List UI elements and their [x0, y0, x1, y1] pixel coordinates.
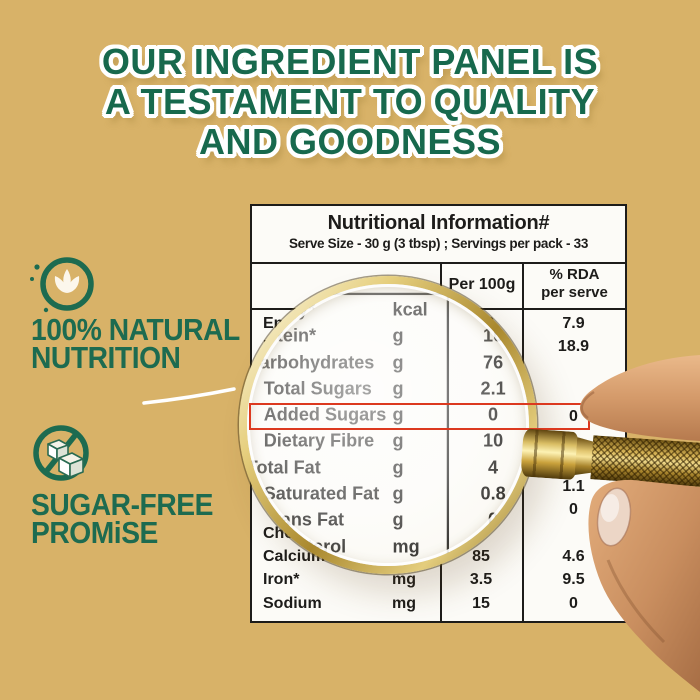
table-row: Energy* kcal 380 7.9: [247, 297, 529, 323]
table-row: Cholesterol mg 0: [247, 534, 529, 560]
natural-claim-line-1: 100% NATURAL: [31, 312, 240, 347]
nutrient-name: Dietary Fibre: [263, 432, 375, 452]
label-title: Nutritional Information#: [327, 212, 550, 234]
nutrient-unit: g: [392, 511, 404, 531]
per-100g-value: 3.5: [469, 571, 493, 589]
nutrient-unit: g: [392, 432, 404, 452]
headline-line-1: OUR INGREDIENT PANEL IS: [101, 41, 599, 82]
rda-header-line-2: per serve: [541, 284, 608, 301]
nutrient-name: Energy*: [247, 300, 316, 320]
rda-value: 0: [569, 594, 578, 612]
nutrient-unit: kcal: [392, 300, 428, 320]
nutrient-unit: g: [392, 353, 404, 373]
per-100g-value: 76: [483, 353, 504, 373]
per-100g-value: 4: [488, 458, 499, 478]
no-sugar-icon: [33, 425, 89, 481]
sugar-free-line-1: SUGAR-FREE: [31, 487, 213, 522]
per-100g-value: 15: [472, 594, 490, 612]
swoosh-underline: [142, 387, 236, 405]
rda-value: 4.6: [562, 547, 585, 565]
table-row: Carbohydrates g 76: [247, 350, 529, 376]
natural-claim-line-2: NUTRITION: [31, 340, 181, 375]
column-header-rda: % RDA per serve: [524, 266, 625, 302]
nutrient-name: Trans Fat: [263, 511, 345, 531]
divider: [247, 292, 529, 296]
nutrient-name: Total Sugars: [263, 379, 372, 399]
handle-knurled-grip: [590, 435, 700, 488]
added-sugars-highlight-box: [249, 403, 590, 430]
table-rows: Energy* kcal 380 7.9 Protein* g 10 18.9 …: [247, 297, 529, 566]
nutrient-name: Carbohydrates: [247, 353, 375, 373]
table-row: Trans Fat g 0 0: [247, 508, 529, 534]
nutrient-name: Cholesterol: [247, 537, 347, 557]
table-row: Iron* mg 3.5 9.5: [252, 568, 625, 591]
leaf-icon: [30, 257, 94, 313]
table-row: Calcium mg 85 4.6: [247, 561, 529, 566]
rda-value: 0: [569, 501, 578, 519]
headline: OUR INGREDIENT PANEL IS A TESTAMENT TO Q…: [0, 42, 700, 162]
rda-value: 9.5: [562, 571, 585, 589]
rda-value: 18.9: [557, 338, 590, 356]
per-100g-value: 10: [483, 432, 504, 452]
table-row: Protein* g 10 18.9: [247, 324, 529, 350]
headline-line-3: AND GOODNESS: [198, 121, 502, 162]
rda-value: 1.1: [562, 478, 585, 496]
nutrient-name: Calcium: [247, 561, 317, 566]
nutrient-unit: g: [392, 458, 404, 478]
nutrient-unit: g: [392, 327, 404, 347]
table-row: Dietary Fibre g 10: [247, 429, 529, 455]
nutrient-unit: mg: [392, 571, 416, 589]
handle-collar: [520, 428, 580, 481]
per-100g-value: 0: [488, 537, 499, 557]
headline-line-2: A TESTAMENT TO QUALITY: [104, 81, 596, 122]
sugar-free-line-2: PROMiSE: [31, 515, 158, 550]
nutrient-unit: mg: [392, 594, 416, 612]
per-100g-value: 10: [483, 327, 504, 347]
nutrient-unit: g: [392, 484, 404, 505]
rda-value: 7.9: [562, 315, 585, 332]
table-row: Sodium mg 15 0: [252, 592, 625, 615]
nutrient-name: Iron*: [263, 571, 300, 589]
per-100g-value: 0: [488, 511, 499, 531]
nutrient-name: Total Fat: [247, 458, 321, 478]
rda-value: 0: [569, 408, 578, 426]
nutrient-unit: mg: [392, 537, 420, 557]
nutrient-unit: g: [392, 379, 404, 399]
table-row: Total Sugars g 2.1: [247, 376, 529, 402]
divider: [252, 262, 625, 264]
rda-header-line-1: % RDA: [549, 266, 600, 283]
table-row: Saturated Fat g 0.8 1.1: [247, 482, 529, 508]
nutrient-unit: mg: [393, 561, 420, 566]
nutrient-name: Sodium: [263, 594, 322, 612]
sugar-free-claim: SUGAR-FREE PROMiSE: [31, 487, 213, 550]
nutrient-name: Protein*: [247, 327, 317, 347]
per-100g-value: 2.1: [480, 379, 506, 399]
per-100g-value: 85: [447, 561, 529, 566]
table-row: Total Fat g 4: [247, 455, 529, 481]
per-100g-value: 380: [477, 300, 509, 320]
natural-nutrition-claim: 100% NATURAL NUTRITION: [31, 312, 240, 375]
serve-size-line: Serve Size - 30 g (3 tbsp) ; Servings pe…: [288, 236, 589, 251]
nutrient-name: Saturated Fat: [263, 484, 380, 505]
per-100g-value: 0.8: [480, 484, 506, 505]
